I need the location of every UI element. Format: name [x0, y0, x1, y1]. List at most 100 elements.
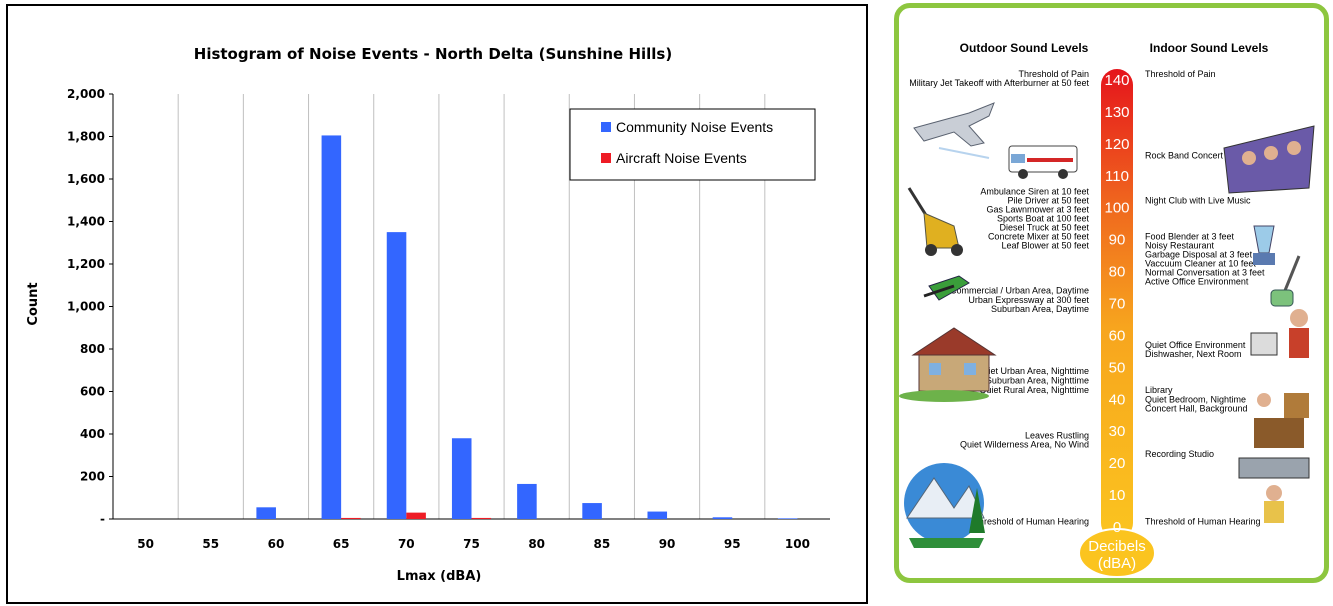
community-bar — [256, 507, 276, 519]
x-tick-label: 65 — [333, 537, 350, 551]
y-axis-label: Count — [26, 282, 41, 325]
indoor-source-label: Quiet Office Environment — [1145, 340, 1246, 350]
indoor-source-label: Garbage Disposal at 3 feet — [1145, 250, 1253, 260]
outdoor-source-label: Urban Expressway at 300 feet — [968, 295, 1089, 305]
outdoor-source-label: Leaves Rustling — [1025, 430, 1089, 440]
y-tick-label: 1,600 — [67, 172, 105, 186]
x-tick-label: 100 — [785, 537, 810, 551]
y-tick-label: 200 — [80, 470, 105, 484]
y-tick-label: 400 — [80, 427, 105, 441]
aircraft-bar — [406, 512, 426, 519]
indoor-source-label: Noisy Restaurant — [1145, 240, 1215, 250]
indoor-source-label: Recording Studio — [1145, 449, 1214, 459]
decibel-level-label: 0 — [1113, 519, 1121, 536]
x-tick-label: 80 — [528, 537, 545, 551]
outdoor-source-label: Quiet Rural Area, Nighttime — [979, 385, 1089, 395]
outdoor-source-label: Sports Boat at 100 feet — [997, 214, 1090, 224]
chart-canvas: Histogram of Noise Events - North Delta … — [26, 45, 830, 584]
outdoor-source-label: Quiet Wilderness Area, No Wind — [960, 440, 1089, 450]
x-tick-label: 85 — [594, 537, 611, 551]
x-tick-label: 90 — [659, 537, 676, 551]
outdoor-source-label: Threshold of Pain — [1018, 69, 1089, 79]
outdoor-source-label: Commercial / Urban Area, Daytime — [950, 285, 1089, 295]
legend: Community Noise Events Aircraft Noise Ev… — [569, 108, 816, 181]
outdoor-source-label: Leaf Blower at 50 feet — [1001, 240, 1089, 250]
indoor-source-label: Normal Conversation at 3 feet — [1145, 267, 1265, 277]
y-tick-label: - — [100, 512, 105, 526]
decibel-level-label: 80 — [1109, 264, 1126, 281]
indoor-source-label: Night Club with Live Music — [1145, 196, 1251, 206]
decibel-level-label: 70 — [1109, 296, 1126, 313]
thermometer-bulb — [1078, 528, 1156, 578]
house-icon — [899, 327, 997, 402]
vacuum-icon — [1270, 255, 1301, 307]
legend-box — [569, 108, 816, 181]
outdoor-source-label: Diesel Truck at 50 feet — [999, 222, 1089, 232]
y-tick-label: 1,400 — [67, 215, 105, 229]
outdoor-column-title: Outdoor Sound Levels — [960, 41, 1089, 55]
outdoor-source-label: Quiet Urban Area, Nighttime — [976, 366, 1089, 376]
legend-swatch-aircraft — [601, 153, 611, 163]
y-tick-label: 1,800 — [67, 130, 105, 144]
ambulance-icon — [1008, 145, 1078, 179]
decibel-level-label: 20 — [1109, 455, 1126, 472]
indoor-source-label: Active Office Environment — [1145, 276, 1249, 286]
indoor-source-label: Vaccuum Cleaner at 10 feet — [1145, 259, 1256, 269]
x-axis-label: Lmax (dBA) — [397, 569, 482, 584]
community-bar — [386, 232, 407, 519]
indoor-source-label: Quiet Bedroom, Nightime — [1145, 395, 1246, 405]
x-tick-label: 75 — [463, 537, 480, 551]
indoor-column-title: Indoor Sound Levels — [1150, 41, 1269, 55]
y-tick-label: 1,200 — [67, 257, 105, 271]
community-bar — [517, 483, 537, 519]
recording-studio-icon — [1238, 457, 1310, 523]
aircraft-bar — [471, 517, 492, 519]
x-tick-label: 95 — [724, 537, 741, 551]
decibel-level-label: 120 — [1104, 136, 1129, 153]
legend-label-aircraft: Aircraft Noise Events — [616, 150, 747, 166]
indoor-source-label: Food Blender at 3 feet — [1145, 231, 1235, 241]
sound-levels-panel: Outdoor Sound Levels Indoor Sound Levels… — [894, 3, 1329, 583]
community-bar — [647, 511, 668, 519]
decibel-level-label: 130 — [1104, 104, 1129, 121]
decibel-level-label: 50 — [1109, 359, 1126, 376]
legend-label-community: Community Noise Events — [616, 119, 773, 135]
lawnmower-icon — [907, 187, 963, 256]
office-worker-icon — [1250, 309, 1309, 358]
outdoor-source-label: Military Jet Takeoff with Afterburner at… — [909, 78, 1089, 88]
landscape-icon — [904, 463, 985, 548]
decibel-level-label: 110 — [1105, 168, 1129, 185]
chart-title: Histogram of Noise Events - North Delta … — [194, 45, 672, 63]
decibel-level-label: 100 — [1104, 200, 1129, 217]
blender-icon — [1253, 225, 1275, 265]
indoor-source-label: Library — [1145, 385, 1173, 395]
outdoor-source-label: Suburban Area, Daytime — [991, 304, 1089, 314]
histogram-chart: Histogram of Noise Events - North Delta … — [6, 4, 868, 604]
outdoor-source-label: Ambulance Siren at 10 feet — [980, 187, 1089, 197]
indoor-source-label: Dishwasher, Next Room — [1145, 349, 1242, 359]
x-tick-label: 70 — [398, 537, 415, 551]
decibel-level-label: 40 — [1109, 391, 1126, 408]
outdoor-source-label: Threshold of Human Hearing — [973, 517, 1089, 527]
outdoor-source-label: Gas Lawnmower at 3 feet — [986, 205, 1089, 215]
outdoor-source-label: Quiet Suburban Area, Nighttime — [962, 375, 1089, 385]
dba-label: (dBA) — [1098, 555, 1136, 572]
community-bar — [451, 438, 472, 519]
decibel-thermometer — [1101, 69, 1133, 539]
indoor-source-label: Threshold of Human Hearing — [1145, 517, 1261, 527]
indoor-source-label: Concert Hall, Background — [1145, 404, 1248, 414]
outdoor-source-label: Pile Driver at 50 feet — [1007, 196, 1089, 206]
sound-levels-canvas: Outdoor Sound Levels Indoor Sound Levels… — [899, 41, 1315, 578]
decibels-label: Decibels — [1088, 538, 1146, 555]
y-tick-label: 600 — [80, 385, 105, 399]
y-tick-label: 2,000 — [67, 87, 105, 101]
y-tick-label: 1,000 — [67, 300, 105, 314]
decibel-level-label: 10 — [1109, 487, 1126, 504]
x-tick-label: 55 — [202, 537, 219, 551]
decibel-level-label: 30 — [1109, 423, 1126, 440]
library-icon — [1254, 393, 1309, 448]
x-tick-label: 60 — [268, 537, 285, 551]
rock-band-icon — [1223, 125, 1315, 194]
indoor-source-label: Rock Band Concert — [1145, 151, 1224, 161]
